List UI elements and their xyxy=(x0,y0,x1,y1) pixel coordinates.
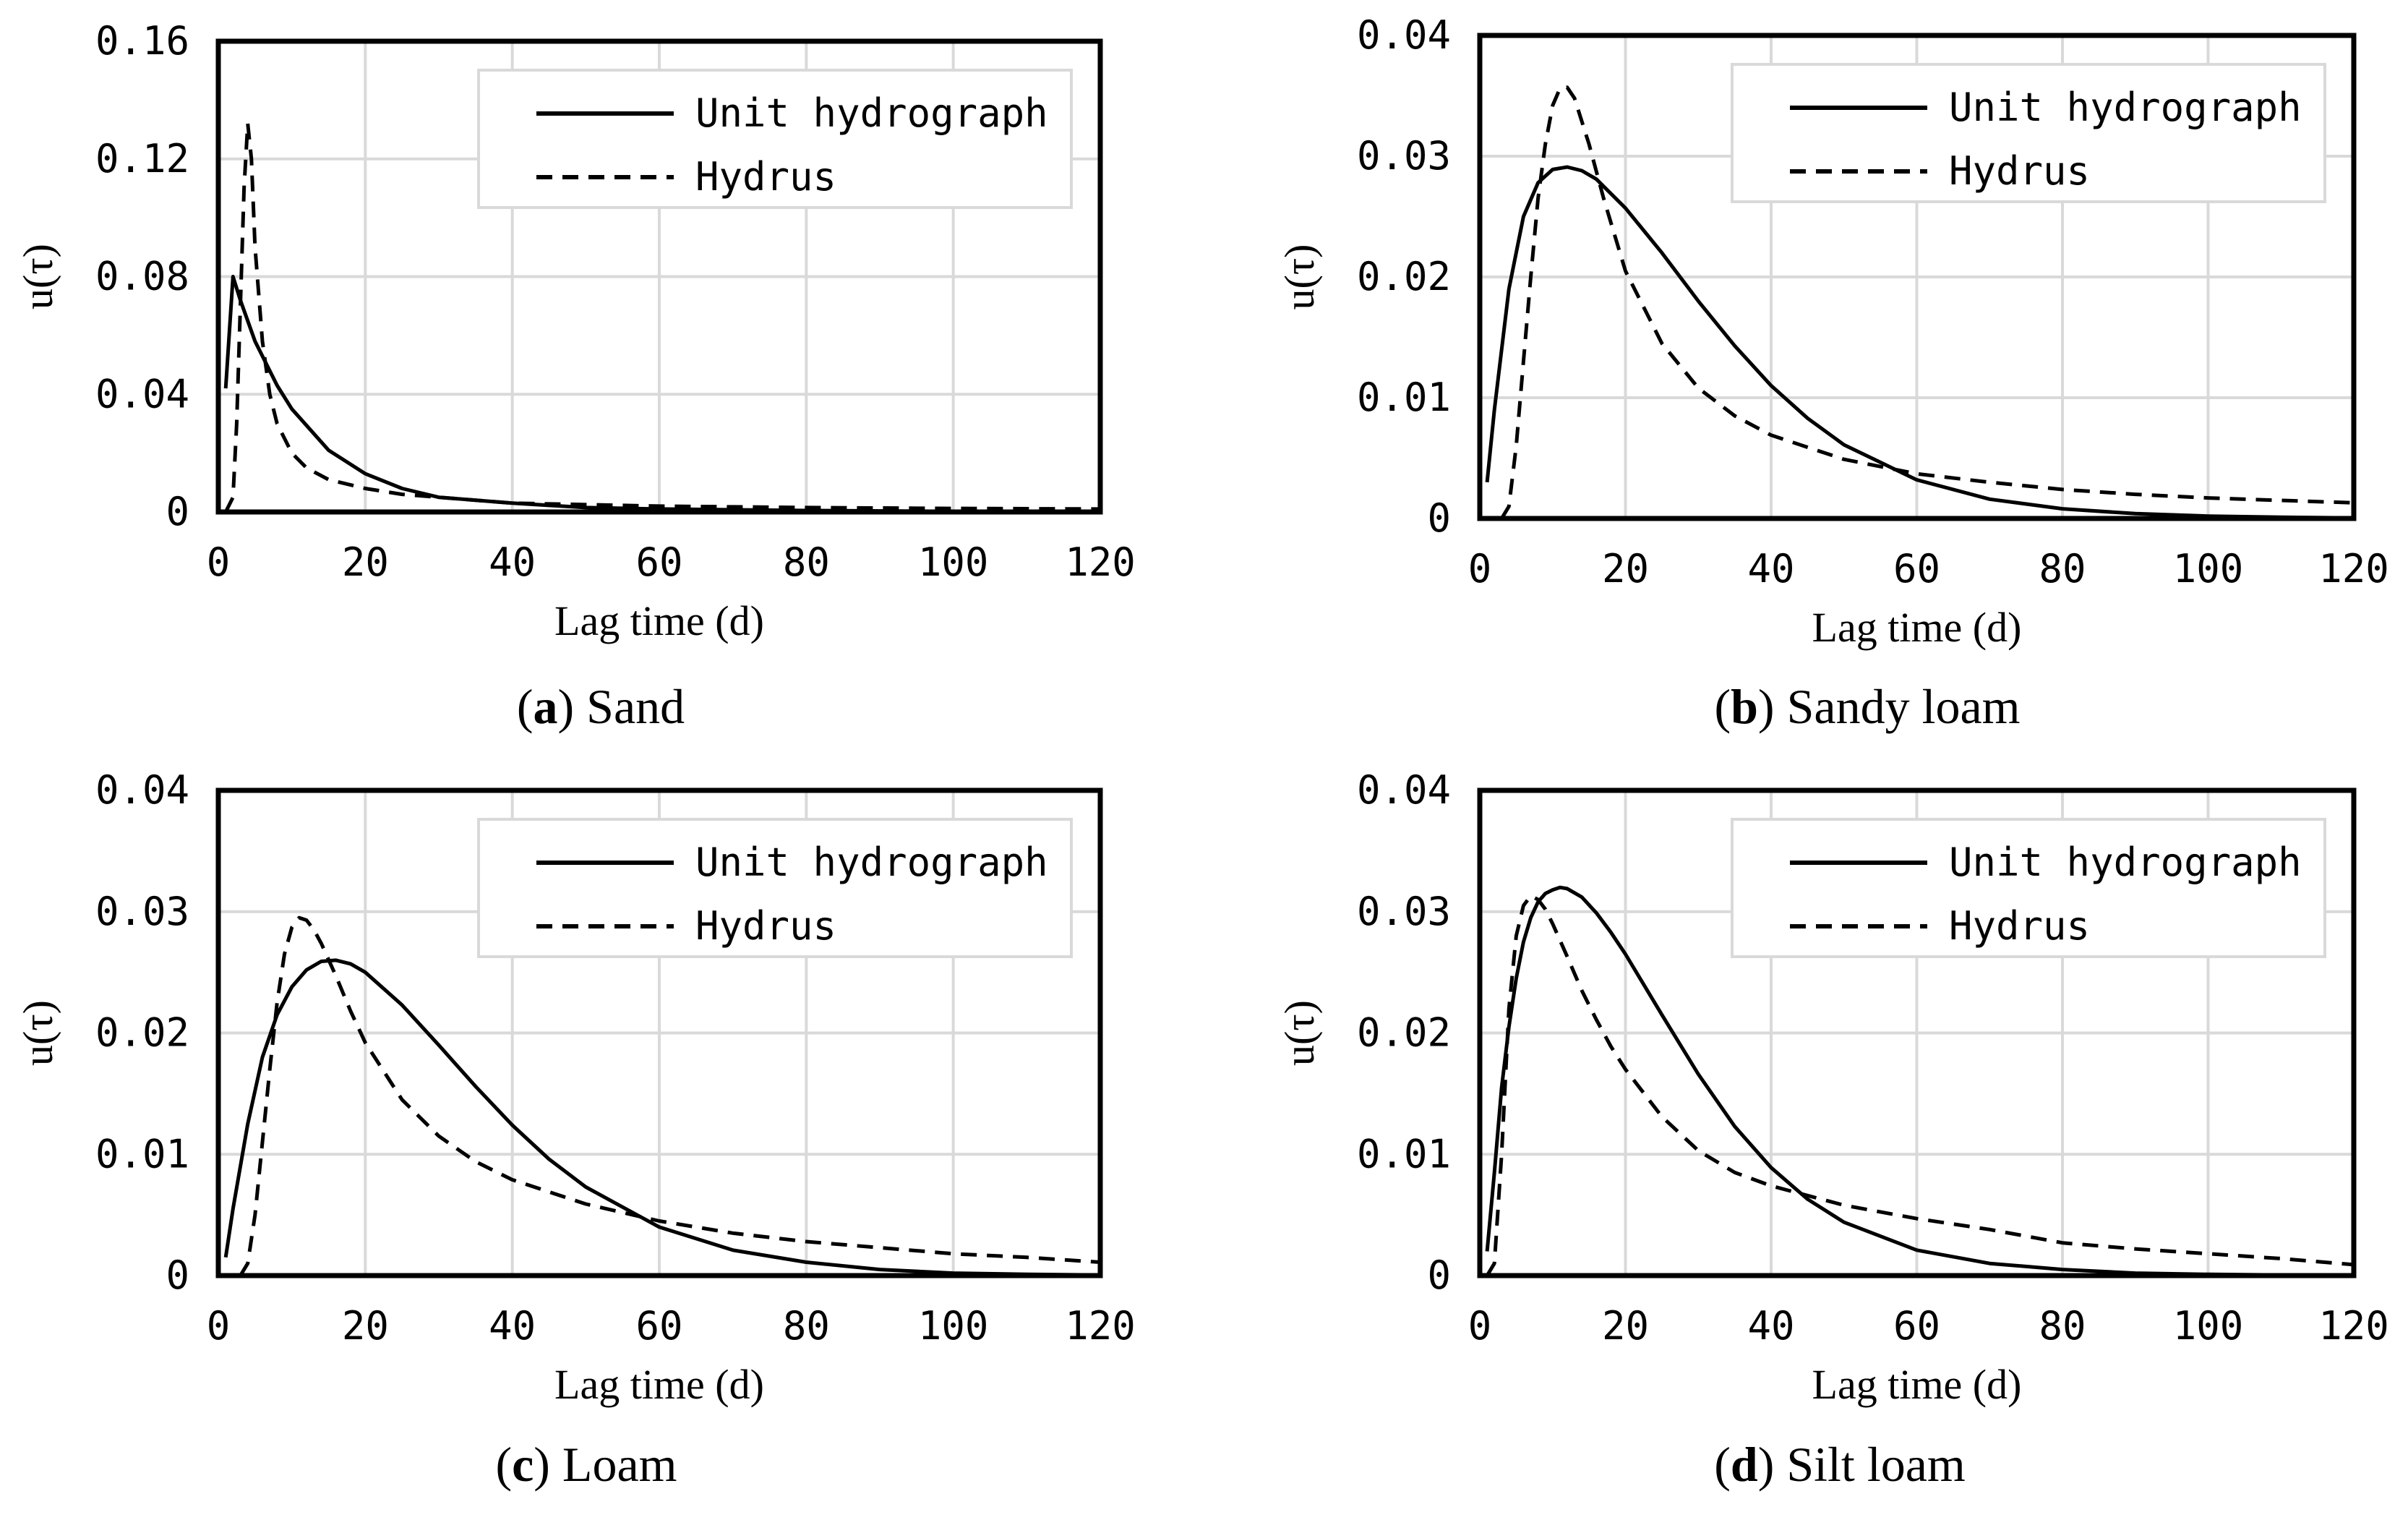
plot-frame xyxy=(1477,33,2357,521)
y-axis-title: u(τ) xyxy=(1276,1000,1323,1066)
x-tick-label: 120 xyxy=(1065,539,1136,585)
legend-label: Hydrus xyxy=(695,154,836,200)
legend-label: Unit hydrograph xyxy=(1949,840,2302,885)
x-tick-label: 120 xyxy=(2318,1303,2389,1349)
y-tick-label: 0 xyxy=(166,1252,189,1298)
legend: Unit hydrograph Hydrus xyxy=(477,69,1073,209)
y-tick-label: 0.02 xyxy=(95,1010,189,1056)
x-tick-label: 40 xyxy=(489,1303,536,1349)
x-tick-label: 100 xyxy=(2173,546,2244,592)
x-tick-label: 80 xyxy=(783,539,830,585)
series-group xyxy=(1485,85,2354,518)
plot-frame xyxy=(215,38,1103,515)
legend-box xyxy=(477,69,1073,209)
legend: Unit hydrograph Hydrus xyxy=(1731,818,2326,958)
panel-caption: (c) Loam xyxy=(495,1437,677,1492)
plot-frame xyxy=(1477,787,2357,1278)
x-tick-label: 100 xyxy=(918,539,989,585)
x-tick-label: 100 xyxy=(918,1303,989,1349)
x-axis-title: Lag time (d) xyxy=(554,597,764,644)
y-tick-label: 0.02 xyxy=(1357,1010,1451,1056)
unit-hydrograph-series-line xyxy=(1485,165,2354,518)
y-tick-label: 0 xyxy=(1427,495,1451,541)
x-tick-label: 60 xyxy=(1893,1303,1940,1349)
unit-hydrograph-series-line xyxy=(1485,885,2354,1276)
x-tick-label: 100 xyxy=(2173,1303,2244,1349)
y-tick-label: 0 xyxy=(1427,1252,1451,1298)
x-tick-label: 20 xyxy=(1602,546,1649,592)
y-tick-label: 0.03 xyxy=(1357,889,1451,934)
chart-panel-c: 0 20 40 60 80 100 120 0 0.01 0.02 0.03 0.04 Lag time… xyxy=(14,767,1136,1492)
legend-box xyxy=(1731,63,2326,203)
panel-caption: (b) Sandy loam xyxy=(1714,679,2020,734)
legend-label: Hydrus xyxy=(695,903,836,949)
y-tick-label: 0.01 xyxy=(1357,375,1451,420)
legend-label: Unit hydrograph xyxy=(695,840,1048,885)
legend-label: Hydrus xyxy=(1949,903,2090,949)
x-axis-title: Lag time (d) xyxy=(1812,1361,2022,1408)
y-tick-label: 0.04 xyxy=(95,371,189,417)
x-tick-label: 0 xyxy=(1468,546,1492,592)
x-axis-title: Lag time (d) xyxy=(554,1361,764,1408)
chart-panel-a: 0 20 40 60 80 100 120 0 0.04 0.08 0.12 0.16 Lag time… xyxy=(14,18,1136,734)
x-tick-label: 80 xyxy=(2039,546,2086,592)
x-tick-label: 0 xyxy=(207,1303,231,1349)
x-tick-label: 0 xyxy=(1468,1303,1492,1349)
x-tick-label: 80 xyxy=(2039,1303,2086,1349)
panel-caption: (a) Sand xyxy=(517,679,685,734)
y-tick-label: 0.03 xyxy=(95,889,189,934)
x-tick-label: 120 xyxy=(2318,546,2389,592)
hydrus-series-line xyxy=(239,915,1100,1276)
y-tick-label: 0.02 xyxy=(1357,254,1451,299)
x-tick-label: 40 xyxy=(1747,546,1794,592)
x-tick-label: 20 xyxy=(1602,1303,1649,1349)
chart-panel-d: 0 20 40 60 80 100 120 0 0.01 0.02 0.03 0.04 Lag time… xyxy=(1276,767,2389,1492)
x-tick-label: 80 xyxy=(783,1303,830,1349)
y-tick-label: 0.12 xyxy=(95,136,189,182)
legend-box xyxy=(1731,818,2326,958)
x-tick-label: 60 xyxy=(635,539,682,585)
legend-label: Unit hydrograph xyxy=(695,90,1048,136)
hydrus-series-line xyxy=(1500,85,2354,518)
chart-panel-b: 0 20 40 60 80 100 120 0 0.01 0.02 0.03 0.04 Lag time… xyxy=(1276,12,2389,734)
plot-frame xyxy=(215,787,1103,1278)
x-tick-label: 120 xyxy=(1065,1303,1136,1349)
series-group xyxy=(223,915,1100,1276)
y-tick-label: 0.04 xyxy=(95,767,189,813)
x-tick-label: 60 xyxy=(1893,546,1940,592)
x-tick-label: 0 xyxy=(207,539,231,585)
y-tick-label: 0.04 xyxy=(1357,12,1451,58)
y-tick-label: 0.16 xyxy=(95,18,189,64)
legend: Unit hydrograph Hydrus xyxy=(1731,63,2326,203)
y-tick-label: 0.04 xyxy=(1357,767,1451,813)
legend-label: Unit hydrograph xyxy=(1949,85,2302,130)
panel-caption: (d) Silt loam xyxy=(1714,1437,1966,1492)
legend-label: Hydrus xyxy=(1949,148,2090,194)
series-group xyxy=(1485,885,2354,1276)
legend: Unit hydrograph Hydrus xyxy=(477,818,1073,958)
x-tick-label: 40 xyxy=(489,539,536,585)
y-tick-label: 0.01 xyxy=(1357,1131,1451,1177)
x-tick-label: 40 xyxy=(1747,1303,1794,1349)
y-axis-title: u(τ) xyxy=(14,244,61,309)
unit-hydrograph-series-line xyxy=(223,958,1100,1276)
x-tick-label: 20 xyxy=(342,1303,389,1349)
x-axis-title: Lag time (d) xyxy=(1812,604,2022,651)
y-axis-title: u(τ) xyxy=(14,1000,61,1066)
y-tick-label: 0.03 xyxy=(1357,133,1451,179)
y-tick-label: 0.01 xyxy=(95,1131,189,1177)
legend-box xyxy=(477,818,1073,958)
y-tick-label: 0.08 xyxy=(95,254,189,299)
y-tick-label: 0 xyxy=(166,489,189,534)
y-axis-title: u(τ) xyxy=(1276,244,1323,310)
hydrus-series-line xyxy=(223,121,1100,512)
x-tick-label: 60 xyxy=(635,1303,682,1349)
x-tick-label: 20 xyxy=(342,539,389,585)
